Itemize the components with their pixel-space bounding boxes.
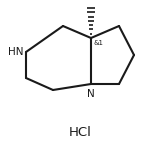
- Text: HN: HN: [8, 47, 23, 57]
- Text: &1: &1: [93, 40, 103, 46]
- Text: N: N: [87, 89, 95, 99]
- Text: HCl: HCl: [69, 126, 91, 138]
